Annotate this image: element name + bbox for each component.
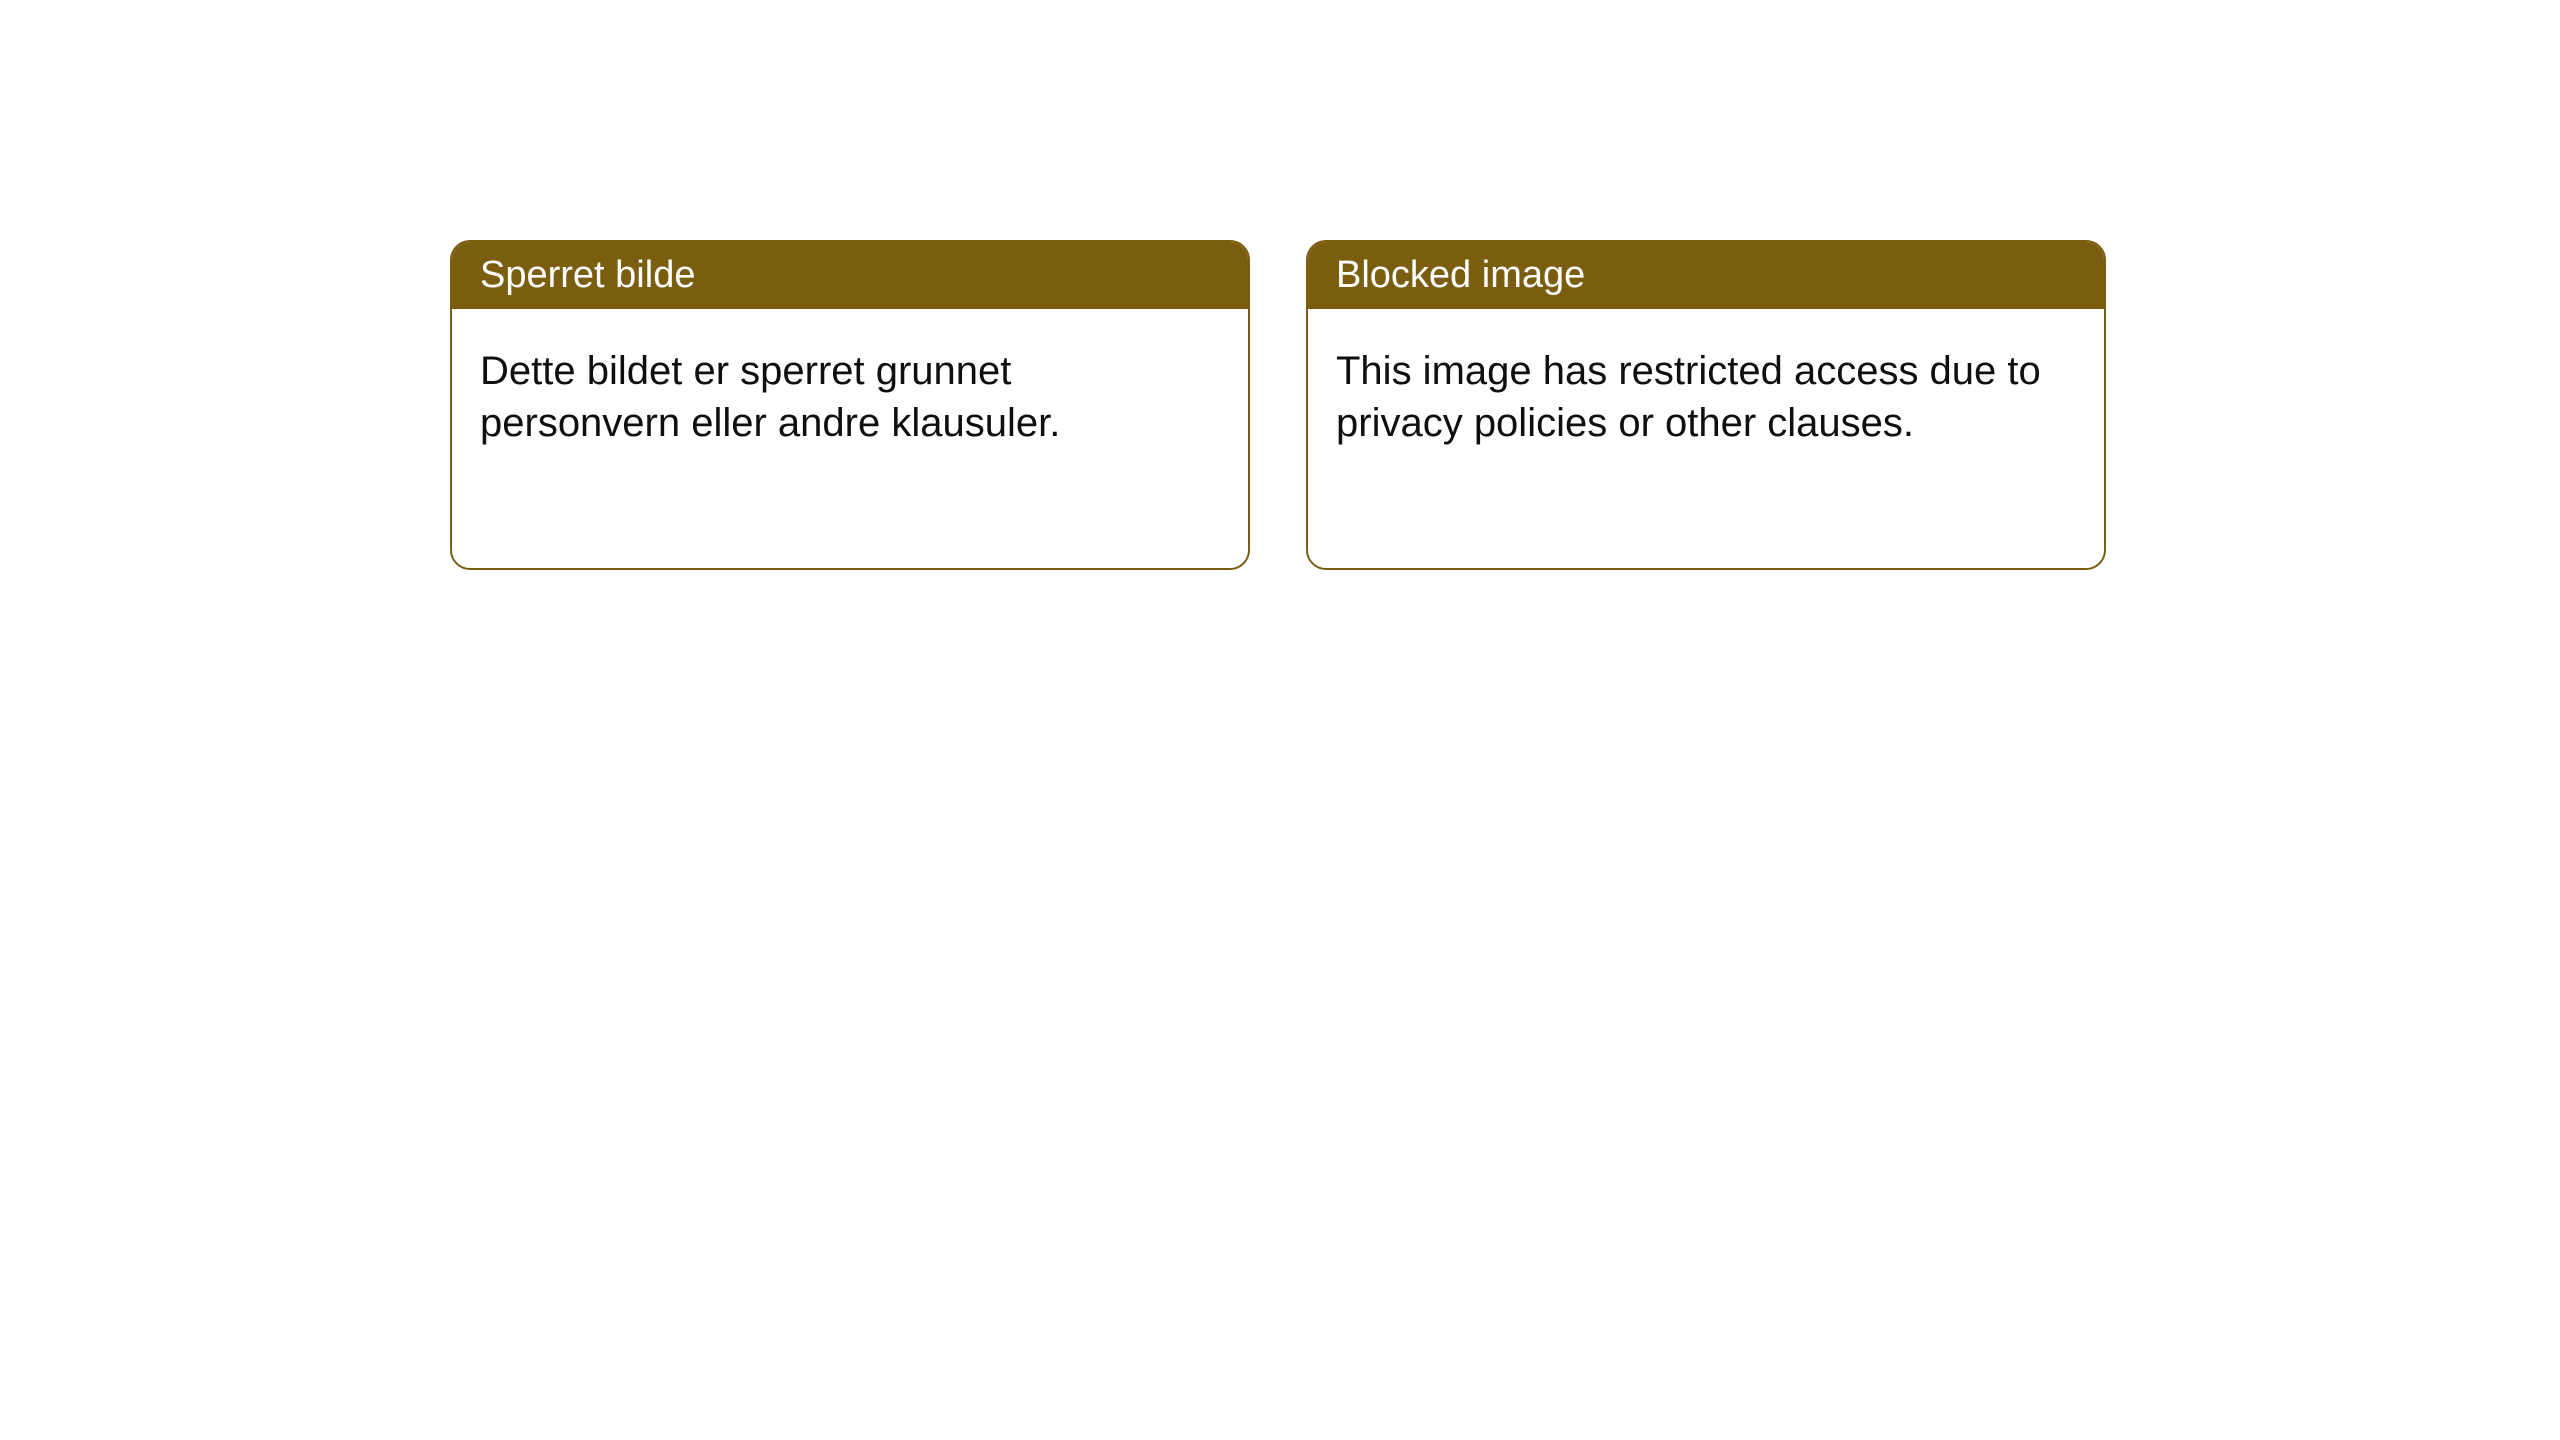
notice-body: Dette bildet er sperret grunnet personve… (452, 309, 1248, 485)
notice-body: This image has restricted access due to … (1308, 309, 2104, 485)
notice-card-english: Blocked image This image has restricted … (1306, 240, 2106, 570)
notice-card-norwegian: Sperret bilde Dette bildet er sperret gr… (450, 240, 1250, 570)
notice-header: Blocked image (1308, 242, 2104, 309)
notice-header: Sperret bilde (452, 242, 1248, 309)
notice-cards-container: Sperret bilde Dette bildet er sperret gr… (450, 240, 2106, 570)
